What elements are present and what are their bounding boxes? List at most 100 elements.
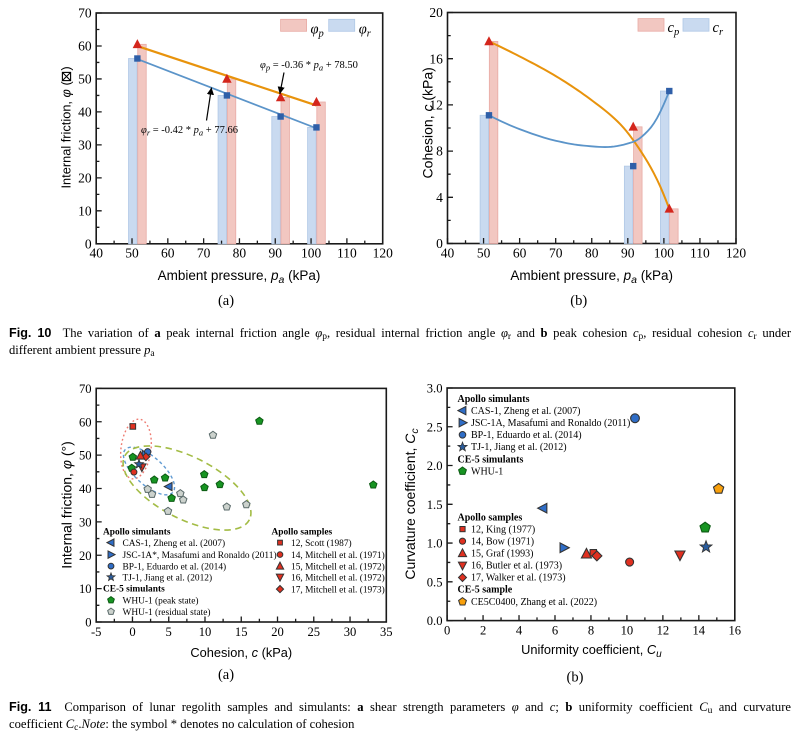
svg-text:4: 4 [516, 623, 523, 637]
svg-text:110: 110 [690, 245, 710, 260]
svg-text:60: 60 [79, 415, 92, 429]
svg-text:WHU-1: WHU-1 [471, 467, 503, 478]
svg-text:Apollo samples: Apollo samples [458, 513, 523, 524]
svg-text:Cohesion, c (kPa): Cohesion, c (kPa) [419, 67, 435, 178]
svg-text:JSC-1A, Masafumi and Ronaldo (: JSC-1A, Masafumi and Ronaldo (2011) [471, 418, 630, 429]
svg-text:CE-5 simulants: CE-5 simulants [458, 455, 524, 466]
svg-text:16: 16 [429, 51, 443, 66]
svg-text:4: 4 [436, 190, 443, 205]
svg-text:16, Mitchell et al. (1972): 16, Mitchell et al. (1972) [291, 573, 385, 584]
svg-text:Apollo samples: Apollo samples [272, 528, 333, 538]
svg-text:30: 30 [79, 516, 92, 530]
svg-text:35: 35 [380, 625, 393, 639]
svg-text:(b): (b) [567, 670, 584, 686]
svg-text:WHU-1 (peak state): WHU-1 (peak state) [123, 596, 199, 607]
svg-text:15, Graf (1993): 15, Graf (1993) [471, 549, 533, 560]
svg-text:Apollo simulants: Apollo simulants [103, 528, 171, 538]
svg-text:3.0: 3.0 [427, 382, 443, 396]
svg-text:Internal friction, φ (: Internal friction, φ ( [59, 81, 74, 189]
svg-text:25: 25 [308, 625, 321, 639]
svg-text:17, Mitchell et al. (1973): 17, Mitchell et al. (1973) [291, 585, 385, 596]
svg-text:60: 60 [513, 245, 527, 260]
svg-text:φp = -0.36 * pa + 78.50: φp = -0.36 * pa + 78.50 [260, 60, 358, 73]
svg-text:110: 110 [337, 246, 357, 261]
svg-text:16, Butler et al. (1973): 16, Butler et al. (1973) [471, 561, 562, 572]
svg-text:Apollo simulants: Apollo simulants [458, 394, 530, 405]
svg-text:2.0: 2.0 [427, 459, 443, 473]
svg-text:CE5C0400, Zhang et al. (2022): CE5C0400, Zhang et al. (2022) [471, 597, 597, 608]
svg-text:2: 2 [480, 623, 486, 637]
svg-text:40: 40 [79, 482, 92, 496]
svg-text:50: 50 [78, 72, 92, 87]
svg-text:50: 50 [125, 246, 139, 261]
svg-text:100: 100 [301, 246, 322, 261]
svg-text:(a): (a) [218, 667, 234, 683]
svg-text:(b): (b) [570, 293, 587, 309]
svg-text:14: 14 [693, 623, 706, 637]
svg-text:10: 10 [199, 625, 212, 639]
svg-text:TJ-1, Jiang et al. (2012): TJ-1, Jiang et al. (2012) [123, 573, 213, 584]
svg-text:BP-1, Eduardo et al. (2014): BP-1, Eduardo et al. (2014) [471, 430, 582, 441]
svg-text:CAS-1, Zheng et al. (2007): CAS-1, Zheng et al. (2007) [471, 406, 580, 417]
svg-text:WHU-1 (residual state): WHU-1 (residual state) [123, 607, 211, 618]
svg-text:50: 50 [477, 245, 491, 260]
svg-text:0: 0 [85, 616, 91, 630]
svg-text:-5: -5 [91, 625, 102, 639]
svg-text:0.5: 0.5 [427, 575, 443, 589]
svg-text:15, Mitchell et al. (1972): 15, Mitchell et al. (1972) [291, 562, 385, 573]
svg-text:40: 40 [78, 105, 92, 120]
svg-text:70: 70 [78, 6, 92, 21]
svg-text:30: 30 [78, 138, 92, 153]
svg-text:70: 70 [549, 245, 563, 260]
svg-text:1.0: 1.0 [427, 537, 443, 551]
svg-text:1.5: 1.5 [427, 498, 443, 512]
svg-text:14, Mitchell et al. (1971): 14, Mitchell et al. (1971) [291, 550, 385, 561]
svg-text:BP-1, Eduardo et al. (2014): BP-1, Eduardo et al. (2014) [123, 562, 227, 573]
svg-text:CAS-1, Zheng et al. (2007): CAS-1, Zheng et al. (2007) [123, 538, 226, 549]
svg-text:Ambient pressure, pa (kPa): Ambient pressure, pa (kPa) [158, 268, 321, 286]
svg-text:2.5: 2.5 [427, 420, 443, 434]
svg-text:16: 16 [729, 623, 742, 637]
svg-text:Curvature coefficient, Cc: Curvature coefficient, Cc [402, 428, 421, 580]
svg-text:120: 120 [726, 245, 747, 260]
svg-text:30: 30 [344, 625, 357, 639]
svg-text:CE-5 sample: CE-5 sample [458, 585, 513, 596]
svg-text:φr: φr [359, 22, 372, 40]
svg-text:80: 80 [585, 245, 599, 260]
svg-text:0: 0 [129, 625, 135, 639]
svg-text:): ) [59, 66, 74, 70]
svg-text:cr: cr [713, 20, 724, 38]
svg-text:80: 80 [233, 246, 247, 261]
svg-text:70: 70 [79, 382, 92, 396]
svg-text:90: 90 [269, 246, 283, 261]
svg-text:120: 120 [373, 246, 394, 261]
svg-text:20: 20 [78, 171, 92, 186]
svg-text:Cohesion, c (kPa): Cohesion, c (kPa) [190, 645, 292, 660]
svg-text:5: 5 [166, 625, 172, 639]
svg-text:12, King (1977): 12, King (1977) [471, 525, 535, 536]
svg-text:Internal friction, φ (°): Internal friction, φ (°) [59, 441, 75, 569]
svg-text:6: 6 [552, 623, 558, 637]
svg-text:TJ-1, Jiang et al. (2012): TJ-1, Jiang et al. (2012) [471, 442, 567, 453]
svg-text:0.0: 0.0 [427, 614, 443, 628]
svg-text:60: 60 [78, 39, 92, 54]
svg-text:20: 20 [271, 625, 284, 639]
svg-text:0: 0 [436, 236, 443, 251]
svg-text:90: 90 [621, 245, 635, 260]
svg-text:15: 15 [235, 625, 248, 639]
svg-text:(a): (a) [218, 293, 234, 309]
svg-text:12, Scott (1987): 12, Scott (1987) [291, 538, 352, 549]
svg-text:8: 8 [436, 144, 443, 159]
svg-text:φp: φp [311, 22, 324, 40]
svg-text:Ambient pressure, pa (kPa): Ambient pressure, pa (kPa) [510, 268, 673, 286]
svg-text:10: 10 [78, 203, 92, 218]
svg-text:12: 12 [429, 98, 443, 113]
svg-text:CE-5 simulants: CE-5 simulants [103, 585, 165, 595]
svg-text:8: 8 [588, 623, 594, 637]
svg-text:JSC-1A*, Masafumi and Ronaldo: JSC-1A*, Masafumi and Ronaldo (2011) [123, 550, 277, 561]
svg-text:14, Bow (1971): 14, Bow (1971) [471, 537, 534, 548]
svg-text:100: 100 [654, 245, 675, 260]
svg-text:20: 20 [79, 549, 92, 563]
svg-text:40: 40 [441, 245, 455, 260]
svg-text:60: 60 [161, 246, 175, 261]
